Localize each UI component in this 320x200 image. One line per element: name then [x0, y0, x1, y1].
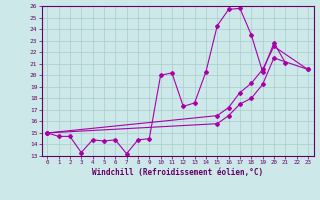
X-axis label: Windchill (Refroidissement éolien,°C): Windchill (Refroidissement éolien,°C) — [92, 168, 263, 177]
